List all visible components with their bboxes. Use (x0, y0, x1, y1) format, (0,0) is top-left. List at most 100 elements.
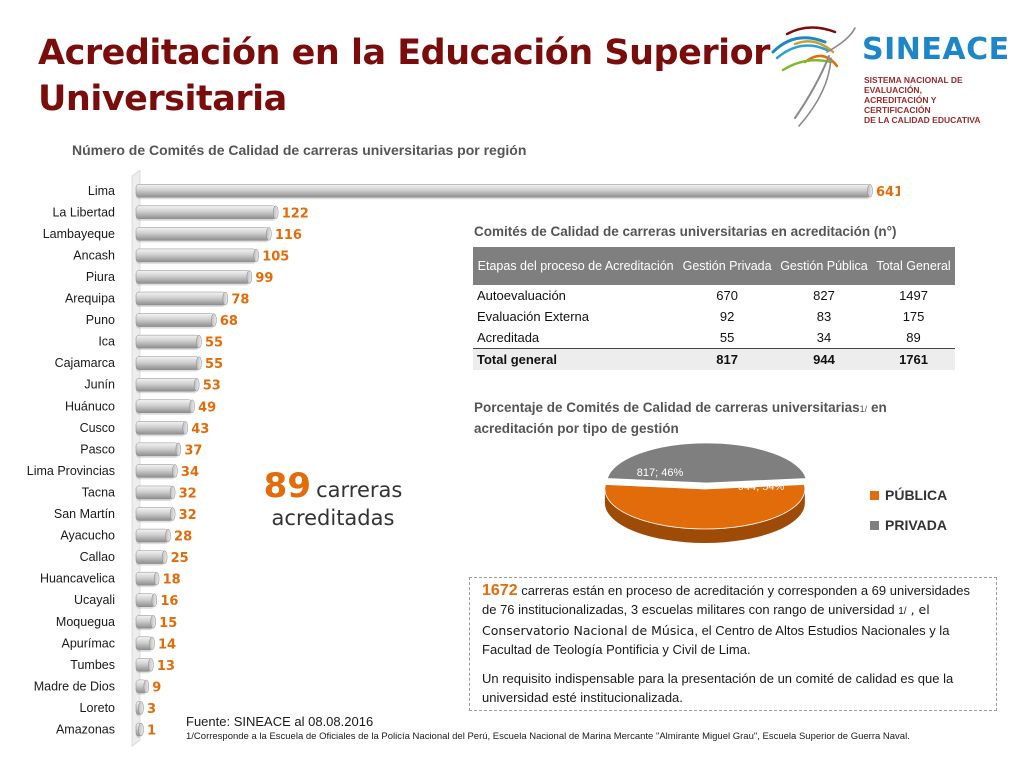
data-label: 49 (198, 400, 216, 415)
bar-cap (222, 291, 229, 306)
bar-cap (165, 528, 171, 543)
pie-slice-publica-top (604, 484, 806, 530)
bar-cap (253, 248, 259, 263)
page-title: Acreditación en la Educación Superior Un… (38, 30, 770, 122)
footnote-text: 1/Corresponde a la Escuela de Oficiales … (186, 731, 910, 742)
logo-subtitle-line1: SISTEMA NACIONAL DE EVALUACIÓN, (864, 75, 963, 95)
note-text-d: , el Centro de Altos Estudios Nacionales… (482, 623, 950, 657)
note-box: 1672 carreras están en proceso de acredi… (469, 577, 997, 711)
pie-slice-publica-side (604, 488, 805, 543)
bar-cap (196, 356, 202, 370)
table-cell: 83 (816, 309, 832, 324)
bar-0 (135, 184, 871, 198)
sineace-logo-icon (771, 26, 856, 127)
bar-cap (189, 399, 195, 414)
bar-cap (272, 205, 279, 220)
bar-11 (135, 421, 186, 435)
legend-label-privada: PRIVADA (885, 517, 947, 533)
bar-6 (135, 313, 215, 327)
note-paragraph-2: Un requisito indispensable para la prese… (482, 671, 954, 705)
bar-cap (169, 507, 176, 521)
data-label: 16 (160, 594, 178, 609)
pie-title-main: Porcentaje de Comités de Calidad de carr… (474, 400, 860, 415)
category-label: Cusco (80, 421, 115, 435)
category-label: Callao (80, 550, 115, 564)
category-label: Junín (84, 378, 115, 392)
bar-7 (135, 334, 200, 349)
table-cell: 34 (816, 330, 832, 345)
data-label: 32 (179, 508, 197, 523)
legend-item-privada: PRIVADA (870, 510, 947, 540)
bar-cap (193, 377, 200, 392)
pie-title-suffix: en acreditación por tipo de gestión (474, 400, 887, 436)
category-label: Ucayali (74, 593, 115, 607)
note-text-c: el Conservatorio Nacional de Música (482, 602, 930, 638)
data-label: 28 (174, 530, 192, 545)
bar-cap (151, 593, 158, 607)
category-label: La Libertad (52, 205, 115, 219)
bar-12 (135, 442, 179, 457)
data-label: 3 (147, 702, 156, 717)
pie-label-publica: 944; 54% (738, 481, 785, 493)
table-cell: Acreditada (477, 330, 540, 345)
data-label: 32 (179, 486, 197, 501)
bar-cap (150, 615, 156, 629)
accreditation-table: Etapas del proceso de Acreditación Gesti… (473, 247, 955, 370)
bar-cap (143, 679, 150, 694)
legend-swatch-publica (870, 490, 879, 500)
data-label: 34 (181, 465, 199, 480)
pie-slice-privada-top (606, 442, 807, 484)
table-title: Comités de Calidad de carreras universit… (474, 224, 897, 239)
pie-legend: PÚBLICA PRIVADA (870, 480, 947, 540)
accredited-number: 89 (263, 466, 311, 506)
table-cell: 1497 (899, 288, 928, 303)
bar-cap (175, 442, 182, 457)
bar-15 (135, 507, 173, 521)
data-label: 37 (184, 443, 202, 458)
note-paragraph-1: 1672 carreras están en proceso de acredi… (482, 581, 984, 659)
category-label: Moquegua (56, 615, 115, 629)
logo-name: SINEACE (862, 32, 1010, 67)
bar-chart-title: Número de Comités de Calidad de carreras… (72, 142, 527, 158)
bar-cap (138, 722, 144, 737)
data-label: 99 (255, 271, 273, 286)
table-total-row: Total general 817 944 1761 (473, 348, 955, 370)
bar-13 (135, 464, 176, 478)
bar-cap (138, 701, 144, 715)
pie-title-sup: 1/ (859, 404, 868, 414)
logo-subtitle: SISTEMA NACIONAL DE EVALUACIÓN, ACREDITA… (864, 75, 1004, 125)
bar-2 (135, 227, 270, 241)
legend-label-publica: PÚBLICA (885, 487, 948, 503)
bar-cap (196, 334, 202, 349)
category-label: Puno (86, 313, 115, 327)
category-label: Madre de Dios (34, 679, 115, 693)
category-label: Cajamarca (55, 356, 115, 370)
table-header-private: Gestión Privada (678, 247, 776, 285)
source-text: Fuente: SINEACE al 08.08.2016 (186, 714, 374, 729)
data-label: 25 (171, 551, 189, 566)
accredited-callout: 89 carreras acreditadas (248, 466, 418, 530)
bar-cap (172, 464, 178, 478)
bar-cap (182, 421, 188, 435)
data-label: 53 (203, 379, 221, 394)
table-header-public: Gestión Pública (775, 247, 873, 285)
data-label: 78 (231, 293, 249, 308)
bar-3 (135, 248, 257, 263)
table-cell: 944 (775, 348, 873, 370)
bar-cap (161, 550, 168, 564)
table-cell: Total general (473, 348, 679, 370)
category-label: Loreto (80, 701, 115, 715)
category-label: Pasco (80, 442, 115, 456)
bar-8 (135, 356, 200, 370)
bar-cap (148, 658, 154, 672)
pie-slice-publica (604, 484, 806, 543)
bar-16 (135, 528, 169, 543)
page-title-line2: Universitaria (38, 79, 287, 119)
bar-10 (135, 399, 193, 414)
bar-cap (266, 227, 272, 241)
table-cell: 175 (902, 309, 925, 324)
data-label: 641 (876, 185, 900, 200)
data-label: 9 (152, 680, 161, 695)
table-row: Acreditada 55 34 89 (473, 327, 955, 349)
logo-subtitle-line2: ACREDITACIÓN Y CERTIFICACIÓN (864, 95, 937, 115)
